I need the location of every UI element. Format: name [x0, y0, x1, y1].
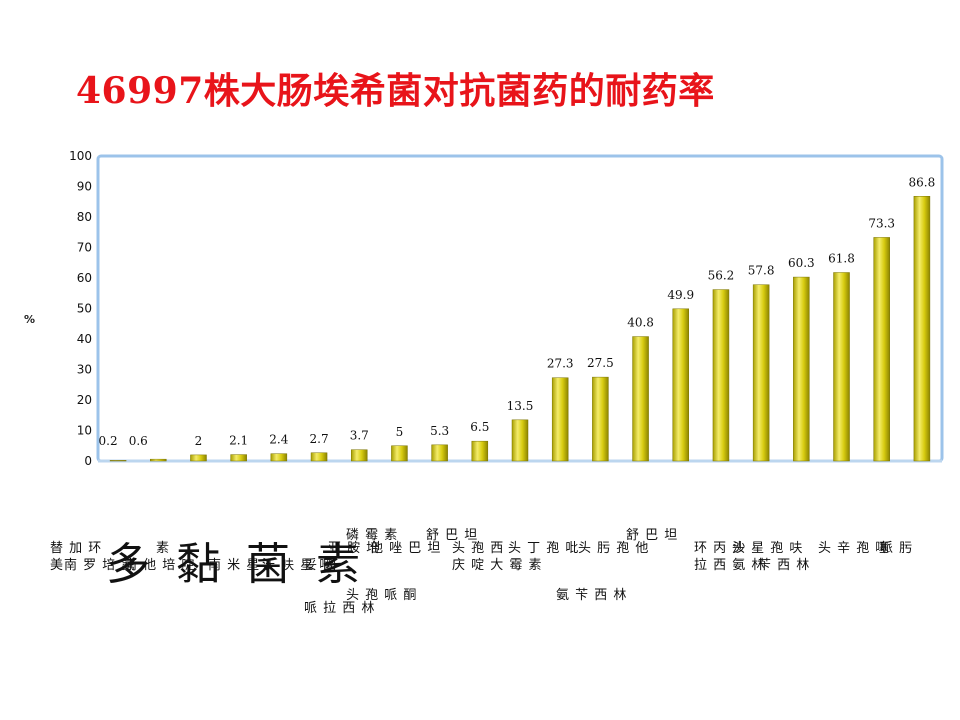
- x-tick-label: 头 孢 哌 酮: [346, 588, 418, 603]
- y-tick-label: 80: [77, 210, 92, 224]
- x-tick-label: 头 星 孢 呋: [732, 541, 804, 556]
- x-tick-label: 头 辛 孢 噻: [818, 541, 890, 556]
- data-label: 2.1: [229, 434, 248, 448]
- x-tick-label: 头 肟 孢 他: [578, 541, 650, 556]
- bar: [431, 444, 448, 462]
- x-tick-label: 南 他 培 啶: [124, 558, 196, 573]
- y-tick-label: 10: [77, 424, 92, 438]
- y-tick-label: 70: [77, 241, 92, 255]
- data-label: 2.7: [310, 432, 329, 446]
- bar: [632, 336, 649, 462]
- data-label: 2.4: [269, 433, 288, 447]
- bar: [913, 196, 931, 462]
- bar: [471, 440, 489, 462]
- y-tick-label: 0: [84, 454, 92, 468]
- x-tick-label: 头 孢 西: [452, 541, 505, 556]
- bar: [230, 454, 247, 462]
- bar: [672, 308, 690, 462]
- data-label: 40.8: [627, 316, 654, 330]
- y-tick-label: 30: [77, 363, 92, 377]
- x-tick-label: 庆 啶 大 霉 素: [452, 558, 543, 573]
- y-tick-label: 50: [77, 302, 92, 316]
- bar: [551, 377, 569, 462]
- overlay-text: 多 黏 菌 素: [106, 539, 366, 590]
- chart-title: 46997株大肠埃希菌对抗菌药的耐药率: [76, 70, 715, 112]
- bar: [592, 376, 609, 462]
- bar: [712, 289, 730, 462]
- bar: [310, 452, 328, 462]
- x-tick-label: 磷 霉 素: [346, 528, 399, 543]
- y-tick-label: 60: [77, 271, 92, 285]
- bar: [833, 272, 850, 462]
- x-tick-label: 拉 西 氨 林: [694, 558, 766, 573]
- y-axis-label: %: [24, 313, 36, 326]
- data-label: 86.8: [909, 175, 936, 189]
- data-label: 5.3: [430, 424, 449, 438]
- data-label: 49.9: [667, 288, 694, 302]
- bar: [873, 237, 890, 462]
- data-label: 73.3: [868, 216, 895, 230]
- data-label: 6.5: [470, 420, 489, 434]
- y-tick-label: 100: [69, 149, 92, 163]
- data-label: 27.5: [587, 356, 614, 370]
- y-tick-label: 20: [77, 393, 92, 407]
- bar: [109, 460, 127, 462]
- x-tick-label: 美南 罗 培 氨: [50, 558, 136, 573]
- data-label: 0.6: [129, 434, 148, 448]
- x-tick-label: 哌 肟: [880, 541, 914, 556]
- bar: [270, 453, 288, 462]
- x-tick-label: 舒 巴 坦: [626, 528, 679, 543]
- y-tick-label: 40: [77, 332, 92, 346]
- data-label: 13.5: [507, 399, 534, 413]
- x-tick-label: 他 唑 巴 坦: [370, 541, 442, 556]
- x-tick-label: 替 加 环: [50, 541, 103, 556]
- x-tick-label: 氨 苄 西 林: [556, 588, 628, 603]
- y-tick-label: 90: [77, 180, 92, 194]
- data-label: 57.8: [748, 264, 775, 278]
- y-axis-ticks: 0 10 20 30 40 50 60 70 80 90 100: [69, 149, 92, 468]
- bar: [391, 445, 408, 462]
- data-label: 61.8: [828, 252, 855, 266]
- bar: [793, 276, 810, 462]
- data-label: 0.2: [99, 434, 118, 448]
- x-tick-label: 环 丙 沙: [694, 541, 747, 556]
- x-tick-label: 素: [156, 541, 171, 556]
- data-labels: 0.2 0.6 2 2.1 2.4 2.7 3.7 5 5.3 6.5 13.5 27.3 27.5 40…: [99, 175, 936, 448]
- x-tick-label: 亚 胺 培: [328, 541, 381, 556]
- data-label: 5: [396, 425, 404, 439]
- x-tick-label: 妥 因: [304, 558, 338, 573]
- x-tick-label: 南 米 星: [208, 558, 261, 573]
- bar: [752, 284, 770, 462]
- x-tick-label: 头 丁 孢 吡: [508, 541, 580, 556]
- data-label: 56.2: [708, 269, 735, 283]
- x-tick-label: 沃 呋 星 喃: [262, 558, 334, 573]
- bar: [511, 419, 529, 462]
- plot-frame: [96, 154, 944, 463]
- bar-series: [109, 196, 931, 462]
- data-label: 2: [195, 434, 203, 448]
- x-tick-label: 哌 拉 西 林: [304, 601, 376, 616]
- data-label: 27.3: [547, 357, 574, 371]
- bar: [150, 458, 167, 462]
- x-tick-label: 苄 西 林: [758, 558, 811, 573]
- bar: [190, 454, 207, 462]
- data-label: 3.7: [350, 429, 369, 443]
- x-tick-label: 舒 巴 坦: [426, 528, 479, 543]
- bar: [350, 449, 368, 462]
- data-label: 60.3: [788, 256, 815, 270]
